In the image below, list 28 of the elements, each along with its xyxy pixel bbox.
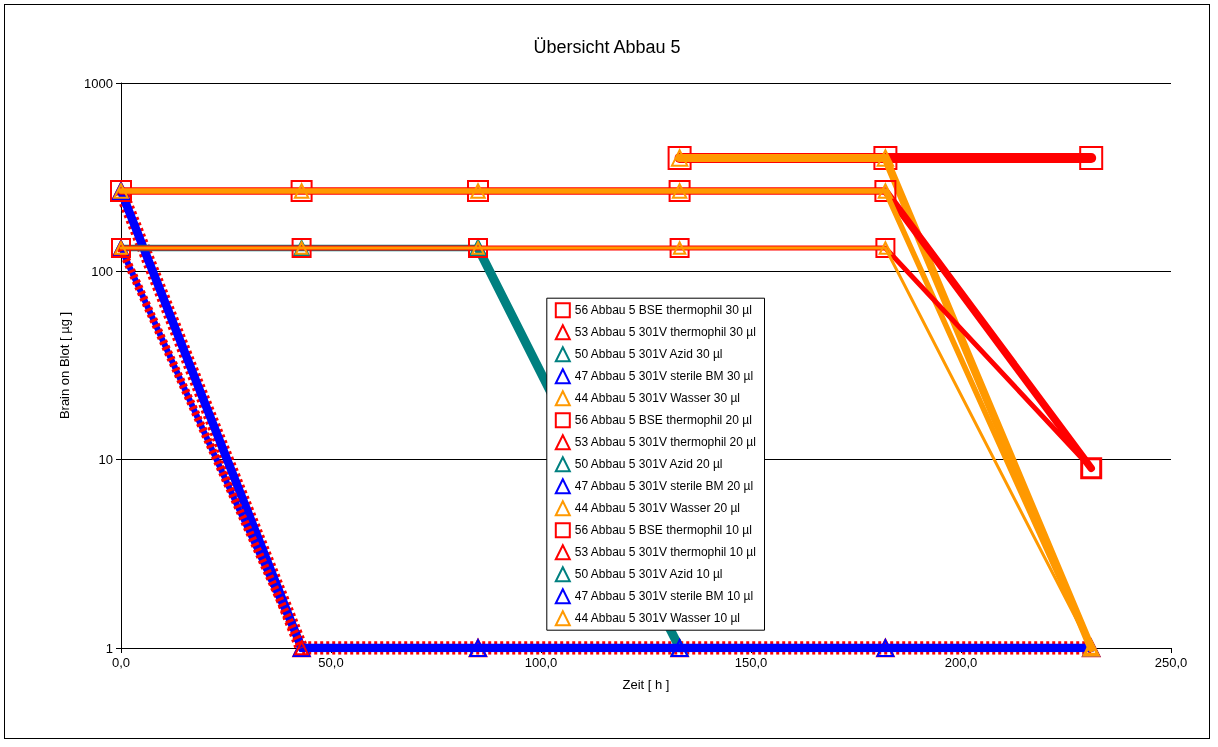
x-axis-title: Zeit [ h ] xyxy=(622,677,670,692)
legend-label: 53 Abbau 5 301V thermophil 30 µl xyxy=(574,325,756,340)
legend-label: 53 Abbau 5 301V thermophil 20 µl xyxy=(574,435,756,450)
legend-label: 50 Abbau 5 301V Azid 10 µl xyxy=(574,567,723,582)
y-tick-label: 100 xyxy=(91,263,113,279)
y-tick-label: 1 xyxy=(105,640,113,656)
x-tick-label: 250,0 xyxy=(1154,655,1188,670)
legend-label: 47 Abbau 5 301V sterile BM 20 µl xyxy=(574,479,754,494)
legend-label: 56 Abbau 5 BSE thermophil 30 µl xyxy=(574,303,752,318)
legend-label: 44 Abbau 5 301V Wasser 10 µl xyxy=(574,611,741,626)
legend-label: 56 Abbau 5 BSE thermophil 10 µl xyxy=(574,523,752,538)
legend-label: 47 Abbau 5 301V sterile BM 30 µl xyxy=(574,369,754,384)
x-tick-label: 200,0 xyxy=(944,655,978,670)
y-axis-title: Brain on Blot [ µg ] xyxy=(57,311,72,420)
legend-label: 44 Abbau 5 301V Wasser 30 µl xyxy=(574,391,741,406)
x-tick-label: 50,0 xyxy=(318,655,344,670)
y-tick-label: 1000 xyxy=(84,75,113,91)
x-tick-label: 150,0 xyxy=(734,655,768,670)
y-tick-label: 10 xyxy=(98,452,113,468)
x-tick-label: 0,0 xyxy=(111,655,131,670)
chart-title: Übersicht Abbau 5 xyxy=(533,37,681,57)
legend-label: 53 Abbau 5 301V thermophil 10 µl xyxy=(574,545,756,560)
legend-label: 50 Abbau 5 301V Azid 20 µl xyxy=(574,457,723,472)
x-tick-label: 100,0 xyxy=(524,655,558,670)
legend-label: 56 Abbau 5 BSE thermophil 20 µl xyxy=(574,413,752,428)
legend-label: 44 Abbau 5 301V Wasser 20 µl xyxy=(574,501,741,516)
legend-label: 47 Abbau 5 301V sterile BM 10 µl xyxy=(574,589,754,604)
legend-label: 50 Abbau 5 301V Azid 30 µl xyxy=(574,347,723,362)
